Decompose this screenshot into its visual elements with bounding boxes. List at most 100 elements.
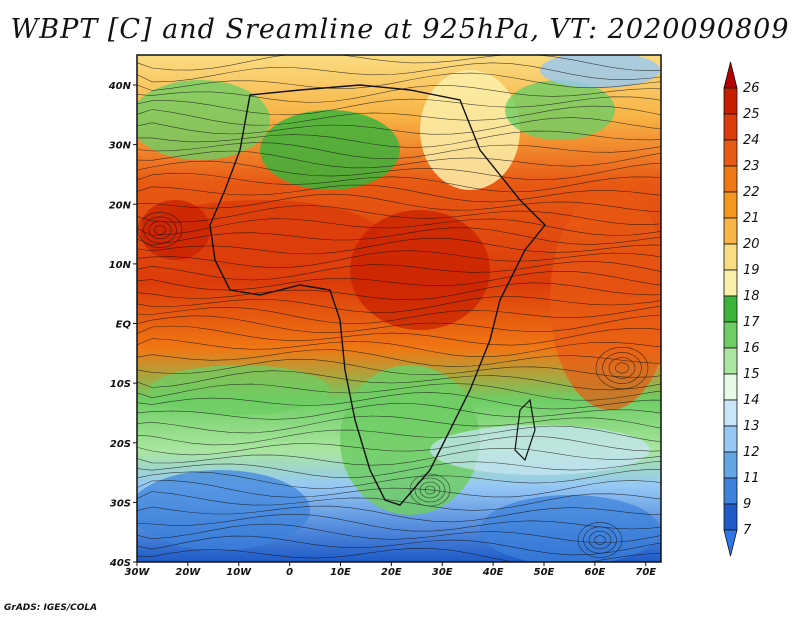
colorbar-label: 25 [743,107,760,122]
streamline [137,105,661,126]
streamline [137,172,661,193]
lon-tick-label: 60E [584,567,605,578]
colorbar-swatch [723,451,738,479]
lat-tick-label: 20N [109,200,132,211]
lat-tick-label: 10S [110,379,131,390]
streamline [137,160,661,181]
streamline [137,415,661,434]
streamline [137,150,661,169]
streamline [137,237,661,255]
streamline [137,227,661,246]
vortex-ring [414,477,446,503]
credit-text: GrADS: IGES/COLA [4,603,98,613]
colorbar-swatch [723,269,738,297]
field-red-central [350,210,490,330]
colorbar-label: 13 [743,419,760,434]
field-green-south [340,365,480,515]
madagascar-coastline [514,398,536,462]
field-green-sahara [260,110,400,190]
colorbar-swatch [723,529,738,557]
colorbar-swatch [723,347,738,375]
streamline [137,193,661,213]
streamline [137,435,661,456]
colorbar-swatch [723,399,738,427]
lat-tick-label: 10N [109,260,132,271]
vortex-ring [137,212,183,248]
colorbar-swatch [723,61,738,89]
colorbar-swatch [723,425,738,453]
streamline [137,325,661,346]
streamline [137,271,661,291]
streamline [137,535,661,556]
colorbar-label: 20 [743,237,760,252]
streamline [137,184,661,203]
colorbar-label: 11 [743,471,760,486]
streamline [137,282,661,301]
streamline [137,358,661,378]
streamline [137,130,661,148]
colorbar-swatch [723,477,738,505]
colorbar-swatch [723,165,738,193]
colorbar-label: 16 [743,341,760,356]
colorbar-label: 24 [743,133,760,148]
lat-tick-label: 40N [108,81,132,92]
lon-tick-label: 20E [381,567,402,578]
colorbar-label: 15 [743,367,760,382]
streamline [137,505,661,523]
field-green-satl [150,365,330,415]
streamline [137,85,661,103]
streamline [137,547,661,562]
colorbar-swatch [723,113,738,141]
lon-tick-label: 10W [226,567,252,578]
colorbar-label: 26 [743,81,760,96]
map-field [137,55,661,562]
colorbar-swatch [723,87,738,115]
lat-tick-label: 20S [110,439,131,450]
lat-tick-label: EQ [116,320,132,331]
streamline [137,55,661,72]
colorbar-label: 17 [743,315,760,330]
streamline [137,218,661,236]
longitude-axis: 30W 20W 10W 0 10E 20E 30E 40E 50E 60E 70E [125,562,656,578]
lon-tick-label: 0 [286,567,293,578]
colorbar-label: 7 [743,523,752,538]
streamline [137,72,661,91]
colorbar-label: 9 [743,497,751,512]
colorbar-label: 21 [743,211,760,226]
vortex-ring [409,473,451,507]
colorbar-label: 18 [743,289,760,304]
vortex-ring [419,481,441,499]
colorbar-swatch [723,139,738,167]
streamline [137,315,661,333]
map-frame [136,54,662,563]
vortex-ring [143,216,177,244]
streamline [137,480,661,498]
colorbar-swatch [723,243,738,271]
colorbar-label: 22 [743,185,760,200]
streamline [137,370,661,391]
streamline [137,142,661,160]
vortex-ring [615,362,629,374]
vortex-ring [594,535,606,545]
vortex-ring [595,346,649,390]
field-green-nw [137,80,270,160]
field-yellow-arabia [420,70,520,190]
lon-tick-label: 40E [482,567,504,578]
streamline [137,491,661,511]
streamline [137,447,661,466]
lon-tick-label: 10E [330,567,351,578]
field-green-iran [505,80,615,140]
streamline [137,250,661,269]
streamline [137,403,661,420]
colorbar-swatch [723,217,738,245]
lon-tick-label: 30W [125,567,151,578]
vortex-ring [577,522,623,558]
field-red-atlantic [140,200,210,260]
colorbar-swatch [723,191,738,219]
lat-tick-label: 30N [109,141,132,152]
vortex-ring [154,225,166,235]
lon-tick-label: 20W [175,567,201,578]
streamline [137,62,661,83]
latitude-axis: 40N 30N 20N 10N EQ 10S 20S 30S 40S [108,81,137,569]
